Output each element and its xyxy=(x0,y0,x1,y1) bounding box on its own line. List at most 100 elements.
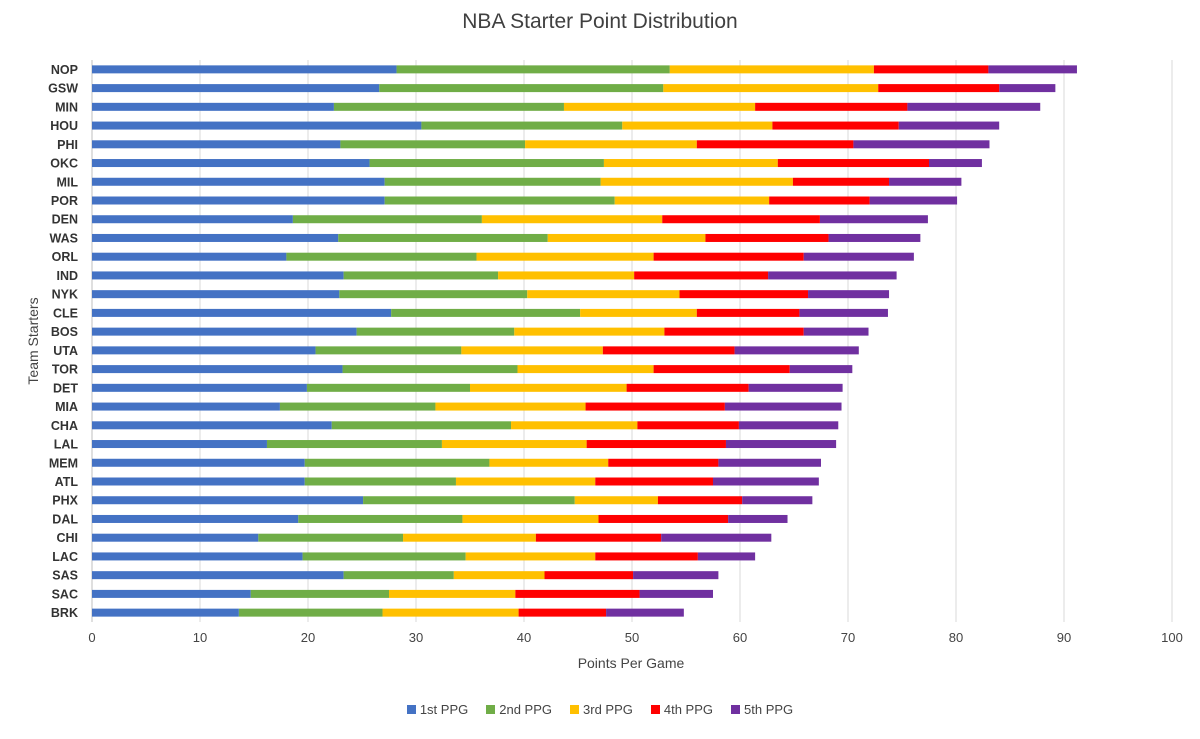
bar-ind-series-1 xyxy=(92,271,344,280)
bar-tor-series-4 xyxy=(653,365,790,374)
bar-nop-series-1 xyxy=(92,65,397,74)
bar-nyk-series-5 xyxy=(808,290,890,299)
bar-okc-series-2 xyxy=(369,159,604,168)
bar-lac-series-1 xyxy=(92,552,303,561)
y-tick-label-nop: NOP xyxy=(51,63,78,77)
bar-brk-series-4 xyxy=(518,608,607,617)
bar-gsw-series-3 xyxy=(663,84,879,93)
x-tick-label: 30 xyxy=(409,630,423,645)
x-tick-label: 50 xyxy=(625,630,639,645)
bar-mem-series-2 xyxy=(304,458,490,467)
bar-uta-series-2 xyxy=(315,346,462,355)
bar-phi-series-2 xyxy=(340,140,526,149)
legend-label: 1st PPG xyxy=(419,702,469,717)
bar-bos-series-3 xyxy=(514,327,665,336)
bar-nop-series-5 xyxy=(988,65,1077,74)
bar-phx-series-1 xyxy=(92,496,364,505)
bar-mil-series-2 xyxy=(384,177,601,186)
bar-gsw-series-4 xyxy=(878,84,1000,93)
bar-lac-series-2 xyxy=(302,552,466,561)
stacked-bar-chart: 0 10 20 30 40 50 60 70 80 90 100 NOP GSW MIN HOU PHI OK… xyxy=(25,60,1183,671)
y-tick-label-mem: MEM xyxy=(49,456,78,470)
bar-sac-series-5 xyxy=(639,589,713,598)
x-tick-label: 80 xyxy=(949,630,963,645)
bar-mil-series-5 xyxy=(889,177,962,186)
bar-atl-series-1 xyxy=(92,477,305,486)
bar-lac-series-4 xyxy=(595,552,698,561)
bar-bos-series-2 xyxy=(356,327,515,336)
y-tick-label-lac: LAC xyxy=(52,550,78,564)
bar-hou-series-4 xyxy=(772,121,899,130)
bar-brk-series-1 xyxy=(92,608,239,617)
bar-phi-series-3 xyxy=(525,140,697,149)
bar-mia-series-4 xyxy=(585,402,725,411)
legend-swatch xyxy=(570,705,580,714)
bar-tor-series-3 xyxy=(517,365,654,374)
y-tick-label-por: POR xyxy=(51,194,78,208)
bar-nyk-series-2 xyxy=(339,290,528,299)
bar-nyk-series-4 xyxy=(679,290,809,299)
bar-min-series-2 xyxy=(333,102,564,111)
bar-mia-series-3 xyxy=(435,402,586,411)
legend-label: 4th PPG xyxy=(663,702,714,717)
bar-mem-series-1 xyxy=(92,458,305,467)
x-tick-label: 100 xyxy=(1161,630,1183,645)
bar-okc-series-4 xyxy=(777,159,929,168)
bar-nop-series-3 xyxy=(669,65,874,74)
bar-det-series-5 xyxy=(748,383,843,392)
y-tick-label-nyk: NYK xyxy=(52,288,78,302)
bar-min-series-3 xyxy=(563,102,756,111)
bar-det-series-1 xyxy=(92,383,307,392)
x-tick-label: 10 xyxy=(193,630,207,645)
bar-cle-series-2 xyxy=(391,308,581,317)
bar-phx-series-5 xyxy=(742,496,813,505)
bar-nop-series-2 xyxy=(396,65,670,74)
bar-por-series-5 xyxy=(869,196,958,205)
bar-bos-series-1 xyxy=(92,327,357,336)
bar-mia-series-5 xyxy=(724,402,842,411)
y-tick-label-mia: MIA xyxy=(55,400,78,414)
y-tick-label-cha: CHA xyxy=(51,419,78,433)
x-tick-label: 60 xyxy=(733,630,747,645)
bar-dal-series-5 xyxy=(728,514,788,523)
bar-tor-series-5 xyxy=(789,365,853,374)
bar-phx-series-2 xyxy=(363,496,575,505)
y-tick-label-atl: ATL xyxy=(55,475,79,489)
bar-sac-series-2 xyxy=(250,589,389,598)
x-tick-label: 40 xyxy=(517,630,531,645)
bar-brk-series-2 xyxy=(238,608,383,617)
bar-gsw-series-5 xyxy=(999,84,1056,93)
y-tick-label-orl: ORL xyxy=(52,250,79,264)
y-tick-label-phi: PHI xyxy=(57,138,78,152)
x-tick-label: 70 xyxy=(841,630,855,645)
bar-mil-series-4 xyxy=(792,177,890,186)
bar-lal-series-4 xyxy=(586,440,726,449)
bar-mem-series-5 xyxy=(718,458,821,467)
bar-uta-series-4 xyxy=(602,346,735,355)
bar-sas-series-3 xyxy=(453,571,545,580)
bar-ind-series-4 xyxy=(634,271,769,280)
bar-cha-series-4 xyxy=(637,421,739,430)
bar-lal-series-3 xyxy=(441,440,587,449)
bar-ind-series-2 xyxy=(343,271,499,280)
x-axis-title: Points Per Game xyxy=(578,655,685,671)
bar-den-series-1 xyxy=(92,215,293,224)
bar-phx-series-3 xyxy=(574,496,658,505)
bar-chi-series-4 xyxy=(535,533,662,542)
bar-lal-series-5 xyxy=(725,440,837,449)
bar-mil-series-3 xyxy=(600,177,793,186)
bar-dal-series-1 xyxy=(92,514,299,523)
bar-hou-series-3 xyxy=(622,121,773,130)
bar-sac-series-1 xyxy=(92,589,251,598)
bar-was-series-5 xyxy=(828,233,921,242)
legend-item-1: 1st PPG xyxy=(406,702,469,717)
bar-orl-series-5 xyxy=(803,252,914,261)
bar-bos-series-4 xyxy=(664,327,804,336)
bar-atl-series-2 xyxy=(304,477,456,486)
x-tick-label: 90 xyxy=(1057,630,1071,645)
bar-den-series-5 xyxy=(819,215,928,224)
y-tick-label-gsw: GSW xyxy=(48,82,78,96)
bar-sas-series-5 xyxy=(633,571,719,580)
bar-min-series-1 xyxy=(92,102,334,111)
bar-cle-series-3 xyxy=(580,308,697,317)
